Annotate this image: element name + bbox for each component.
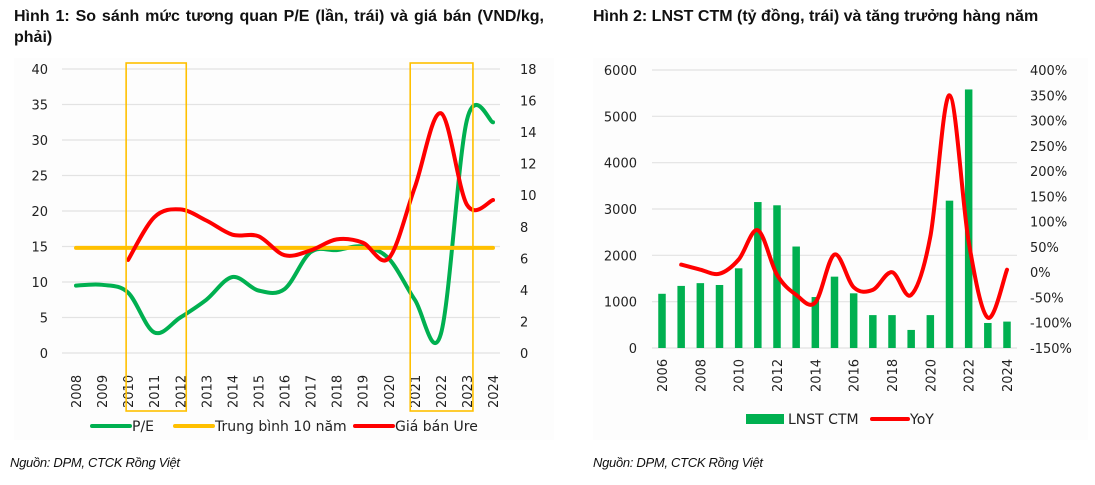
chart1-legend: P/E Trung bình 10 năm Giá bán Ure <box>90 419 478 435</box>
right-tick-label: 14 <box>520 126 537 141</box>
right-tick-label: 2 <box>520 315 528 330</box>
x-tick-label: 2010 <box>122 375 137 408</box>
x-tick-label: 2015 <box>252 375 267 408</box>
right-tick-label: 4 <box>520 284 528 299</box>
right-tick-label: 0 <box>520 347 528 362</box>
right-tick-label: 8 <box>520 221 528 236</box>
legend-label: Trung bình 10 năm <box>214 419 347 435</box>
figure1-title: Hình 1: So sánh mức tương quan P/E (lần,… <box>14 8 544 46</box>
left-tick-label: 30 <box>31 134 48 149</box>
highlight-box <box>125 62 188 412</box>
chart1-left-axis: 0 5 10 15 20 25 30 35 40 <box>31 63 48 362</box>
left-tick-label: 15 <box>31 241 48 256</box>
series-line-gi-b-n-ure <box>126 111 495 263</box>
x-tick-label: 2009 <box>96 375 111 408</box>
x-tick-label: 2018 <box>331 375 346 408</box>
x-tick-label: 2017 <box>305 375 320 408</box>
x-tick-label: 2008 <box>70 375 85 408</box>
x-tick-label: 2016 <box>279 375 294 408</box>
x-tick-label: 2014 <box>226 375 241 408</box>
right-tick-label: 12 <box>520 158 537 173</box>
x-tick-label: 2013 <box>200 375 215 408</box>
chart1-right-axis: 0 2 4 6 8 10 12 14 16 18 <box>520 63 537 362</box>
legend-label: Giá bán Ure <box>395 419 478 435</box>
x-tick-label: 2020 <box>383 375 398 408</box>
left-tick-label: 5 <box>40 312 48 327</box>
left-tick-label: 35 <box>31 99 48 114</box>
left-tick-label: 25 <box>31 170 48 185</box>
x-tick-label: 2024 <box>487 375 502 408</box>
right-tick-label: 10 <box>520 189 537 204</box>
figure2-title: Hình 2: LNST CTM (tỷ đồng, trái) và tăng… <box>593 8 1039 25</box>
series-line-p-e <box>74 102 495 345</box>
right-tick-label: 18 <box>520 63 537 78</box>
left-tick-label: 0 <box>40 347 48 362</box>
right-tick-label: 16 <box>520 95 537 110</box>
x-tick-label: 2022 <box>435 375 450 408</box>
figure1-source: Nguồn: DPM, CTCK Rồng Việt <box>10 455 180 470</box>
left-tick-label: 10 <box>31 276 48 291</box>
x-tick-label: 2019 <box>357 375 372 408</box>
chart1-highlight-boxes <box>125 62 474 412</box>
legend-label: P/E <box>132 419 154 435</box>
chart1-series <box>74 102 495 345</box>
right-tick-label: 6 <box>520 252 528 267</box>
highlight-box <box>409 62 474 412</box>
figure2-source: Nguồn: DPM, CTCK Rồng Việt <box>593 455 763 470</box>
x-tick-label: 2021 <box>409 375 424 408</box>
left-tick-label: 20 <box>31 205 48 220</box>
left-tick-label: 40 <box>31 63 48 78</box>
chart1-x-axis: 2008 2009 2010 2011 2012 2013 2014 2015 2016 2017… <box>70 375 502 408</box>
x-tick-label: 2011 <box>148 375 163 408</box>
